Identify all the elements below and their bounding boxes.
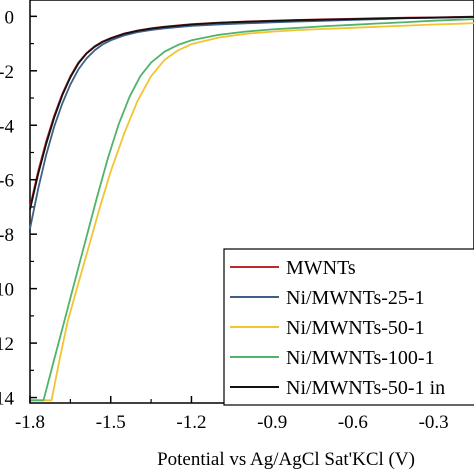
x-tick-label: -1.2 <box>176 412 206 433</box>
y-tick-label: -4 <box>0 116 14 137</box>
legend: MWNTs Ni/MWNTs-25-1 Ni/MWNTs-50-1 Ni/MWNTs-… <box>223 248 474 406</box>
y-tick-label: 14 <box>0 389 15 410</box>
y-tick-label: 12 <box>0 334 14 355</box>
y-tick-label: -8 <box>0 225 14 246</box>
x-tick-label: -1.8 <box>15 412 45 433</box>
series-line-ni-mwnts-50-1-in <box>29 16 474 210</box>
x-axis-title: Potential vs Ag/AgCl Sat'KCl (V) <box>157 449 415 470</box>
legend-label: Ni/MWNTs-50-1 <box>286 317 425 339</box>
series-layer <box>29 15 474 402</box>
series-line-ni-mwnts-100-1 <box>30 18 474 402</box>
x-tick-label: -0.9 <box>257 412 287 433</box>
x-tick-label: -1.5 <box>96 412 126 433</box>
series-line-ni-mwnts-50-1 <box>30 22 474 402</box>
legend-label: Ni/MWNTs-25-1 <box>286 287 425 309</box>
y-tick-label: -2 <box>0 62 14 83</box>
x-tick-label: -0.6 <box>338 412 368 433</box>
legend-label: MWNTs <box>286 257 356 279</box>
y-tick-label: -6 <box>0 171 14 192</box>
legend-label: Ni/MWNTs-100-1 <box>286 347 435 369</box>
y-tick-label: 0 <box>5 7 15 28</box>
x-tick-label: -0.3 <box>419 412 449 433</box>
legend-label: Ni/MWNTs-50-1 in <box>286 377 445 399</box>
axis-layer: -1.8 -1.5 -1.2 -0.9 -0.6 -0.3 0 -2 -4 -6 -8 10 12 14 <box>0 7 449 433</box>
y-tick-label: 10 <box>0 280 14 301</box>
